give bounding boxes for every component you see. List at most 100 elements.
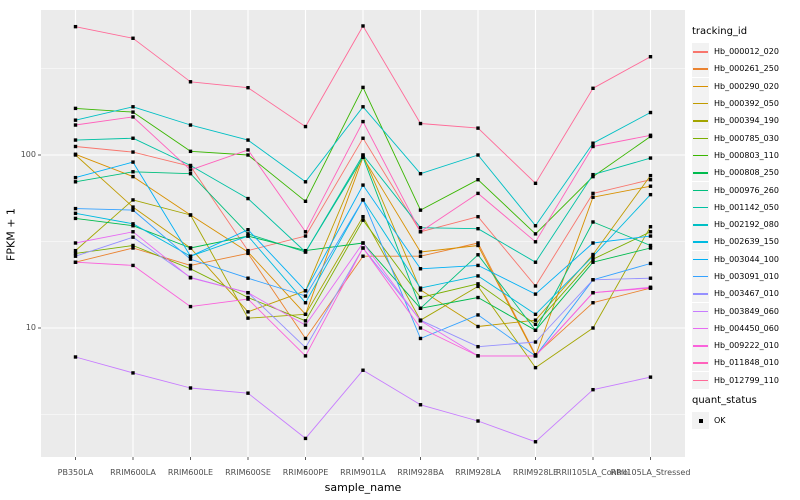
legend-key-swatch: [692, 146, 709, 164]
data-point: [591, 326, 595, 330]
data-point: [648, 225, 653, 229]
data-point: [648, 276, 653, 280]
data-point: [303, 230, 308, 234]
legend-key-swatch: [692, 112, 709, 130]
data-point: [188, 123, 193, 127]
data-point: [361, 254, 365, 258]
data-point: [246, 250, 250, 254]
data-point: [361, 198, 365, 202]
legend: tracking_id Hb_000012_020 Hb_000261_250 Hb…: [692, 26, 798, 430]
data-point: [648, 133, 653, 137]
y-tick-label: 10: [25, 322, 36, 332]
data-point: [476, 324, 480, 329]
data-point: [648, 110, 653, 115]
x-tick-label: RRII105LA_Stressed: [610, 468, 691, 477]
data-point: [131, 36, 135, 40]
data-point: [361, 241, 365, 245]
data-point: [648, 173, 653, 178]
data-point: [246, 290, 250, 295]
data-point: [303, 336, 308, 341]
data-point: [648, 55, 653, 59]
data-point: [246, 138, 250, 142]
data-point: [648, 375, 653, 379]
x-tick-label: RRIM600LE: [167, 468, 214, 477]
data-point: [188, 213, 193, 217]
data-point: [303, 294, 308, 298]
data-point: [361, 119, 365, 124]
data-point: [591, 290, 595, 295]
data-point: [418, 267, 423, 271]
legend-item-label: Hb_000803_110: [714, 150, 779, 160]
data-point: [246, 276, 250, 280]
data-point: [303, 436, 308, 441]
data-point: [476, 253, 480, 257]
data-point: [476, 177, 480, 182]
legend-key-swatch: [692, 77, 709, 95]
legend-item-label: Hb_000808_250: [714, 168, 779, 178]
data-point: [591, 254, 595, 258]
ok-square-icon: [692, 412, 709, 430]
legend-item-label: Hb_004450_060: [714, 323, 779, 333]
legend-item-label: Hb_000261_250: [714, 64, 779, 74]
data-point: [476, 191, 480, 196]
data-point: [591, 220, 595, 224]
legend-item-Hb_000290_020: Hb_000290_020: [692, 77, 798, 95]
x-tick-label: RRIM600LA: [110, 468, 156, 477]
data-point: [533, 181, 538, 186]
y-tick-label: 100: [20, 150, 36, 159]
data-point: [73, 254, 78, 258]
data-point: [361, 155, 365, 159]
data-point: [188, 263, 193, 268]
data-point: [591, 387, 595, 392]
data-point: [131, 150, 135, 154]
data-point: [131, 174, 135, 179]
data-point: [246, 153, 250, 157]
data-point: [73, 180, 78, 184]
data-point: [131, 105, 135, 109]
data-point: [418, 225, 423, 230]
data-point: [591, 260, 595, 264]
data-point: [648, 156, 653, 160]
x-tick-label: RRIM600PE: [282, 468, 329, 477]
data-point: [648, 230, 653, 234]
data-point: [418, 171, 423, 176]
data-point: [188, 254, 193, 258]
data-point: [591, 172, 595, 177]
legend-item-Hb_003091_010: Hb_003091_010: [692, 268, 798, 285]
legend-items: Hb_000012_020 Hb_000261_250 Hb_000290_020 H…: [692, 43, 798, 389]
legend-key-swatch: [692, 302, 709, 320]
data-point: [361, 136, 365, 140]
data-point: [648, 184, 653, 188]
legend-item-ok: OK: [692, 412, 798, 430]
data-point: [131, 243, 135, 248]
data-point: [131, 224, 135, 228]
data-point: [533, 224, 538, 228]
data-point: [418, 250, 423, 254]
data-point: [476, 243, 480, 248]
data-point: [303, 312, 308, 317]
data-point: [188, 257, 193, 261]
data-point: [73, 153, 78, 157]
legend-key-swatch: [692, 319, 709, 337]
legend-title-tracking-id: tracking_id: [692, 26, 748, 37]
data-point: [188, 171, 193, 176]
legend-item-Hb_000012_020: Hb_000012_020: [692, 43, 798, 61]
legend-key-swatch: [692, 250, 709, 268]
data-point: [648, 243, 653, 248]
data-point: [73, 106, 78, 111]
data-point: [131, 230, 135, 234]
data-point: [476, 214, 480, 219]
data-point: [533, 260, 538, 264]
data-point: [246, 196, 250, 201]
data-point: [361, 183, 365, 187]
x-tick-label: PB350LA: [57, 468, 94, 477]
data-point: [591, 174, 595, 179]
data-point: [476, 313, 480, 317]
data-point: [246, 316, 250, 320]
data-point: [648, 177, 653, 182]
data-point: [303, 250, 308, 254]
data-point: [418, 326, 423, 330]
data-point: [591, 195, 595, 199]
data-point: [246, 228, 250, 232]
